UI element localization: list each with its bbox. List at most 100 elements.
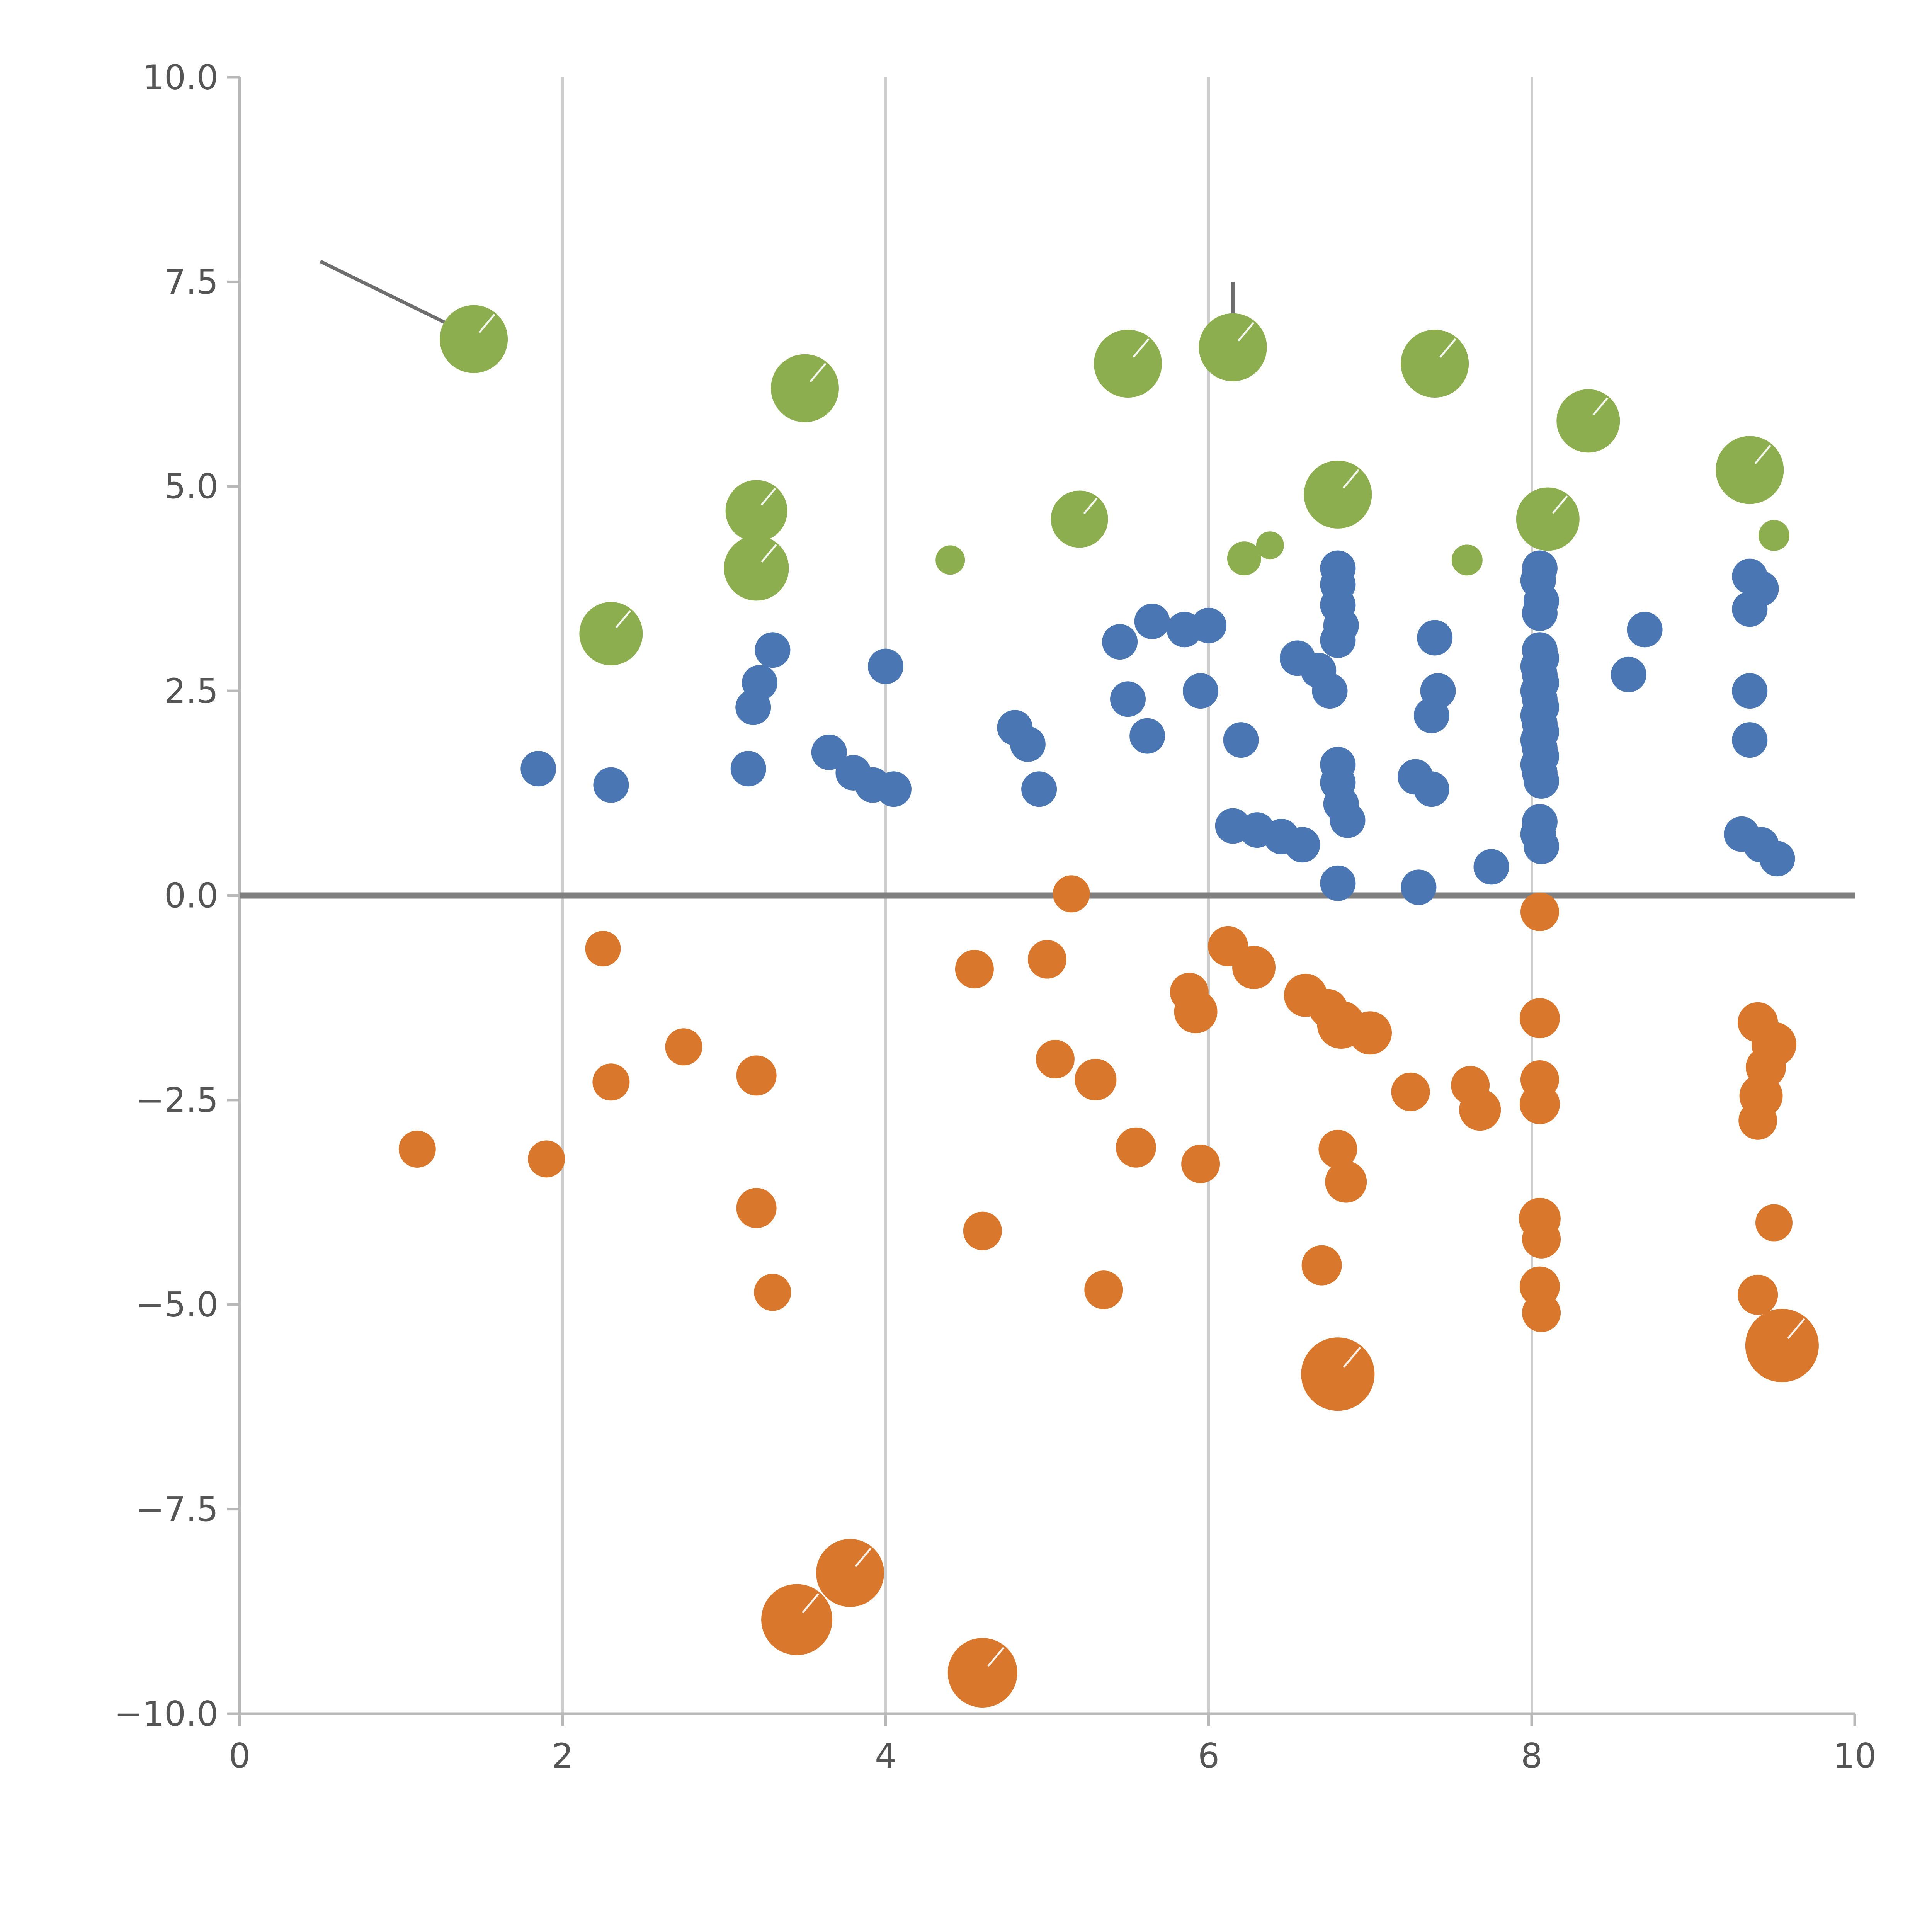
data-point-blue xyxy=(742,665,777,701)
x-tick-label: 2 xyxy=(552,1736,573,1776)
data-point-green xyxy=(935,545,965,575)
data-point-blue xyxy=(1473,849,1509,885)
y-tick-label: −2.5 xyxy=(136,1080,218,1120)
data-point-orange xyxy=(1738,1274,1778,1315)
data-point-orange xyxy=(1325,1161,1367,1203)
data-point-blue xyxy=(811,734,847,770)
data-point-blue xyxy=(1134,604,1170,639)
data-point-blue xyxy=(1102,624,1138,660)
data-point-green xyxy=(1227,541,1261,576)
data-point-orange xyxy=(1318,1129,1357,1168)
data-point-orange xyxy=(963,1211,1002,1250)
data-point-orange xyxy=(1301,1245,1342,1286)
data-point-blue xyxy=(1191,607,1226,643)
data-point-blue xyxy=(1010,726,1046,762)
data-point-blue xyxy=(1732,673,1768,709)
bubble-notch xyxy=(761,544,777,563)
data-point-orange xyxy=(1520,892,1559,931)
data-point-green xyxy=(1304,460,1372,529)
data-point-blue xyxy=(1417,620,1453,656)
data-point-orange xyxy=(754,1274,791,1311)
data-point-blue xyxy=(520,751,556,787)
bubble-notch xyxy=(615,610,631,628)
data-point-blue xyxy=(730,751,766,787)
data-point-green xyxy=(724,536,789,601)
data-point-orange xyxy=(1738,1101,1777,1140)
data-point-orange xyxy=(761,1584,833,1655)
data-point-orange xyxy=(1519,998,1560,1039)
bubble-notch xyxy=(1083,497,1098,514)
data-point-green xyxy=(1199,313,1267,381)
y-tick-label: 2.5 xyxy=(164,671,218,711)
data-point-orange xyxy=(1301,1337,1375,1411)
data-point-blue xyxy=(868,648,903,684)
data-point-orange xyxy=(1459,1089,1501,1131)
data-point-green xyxy=(579,602,643,665)
data-point-blue xyxy=(1183,673,1219,709)
data-point-green xyxy=(440,305,508,373)
data-point-blue xyxy=(1284,827,1320,863)
data-point-orange xyxy=(1174,990,1218,1034)
data-point-blue xyxy=(1413,771,1449,807)
bubble-notch xyxy=(1552,495,1568,514)
data-point-blue xyxy=(1320,622,1356,658)
data-point-orange xyxy=(1745,1309,1819,1383)
data-point-orange xyxy=(592,1063,630,1101)
bubble-notch xyxy=(478,313,495,333)
x-tick-label: 8 xyxy=(1521,1736,1543,1776)
data-point-orange xyxy=(947,1638,1017,1708)
data-point-green xyxy=(1451,544,1483,576)
bubble-notch xyxy=(1342,469,1360,489)
data-point-orange xyxy=(1391,1072,1430,1111)
data-point-orange xyxy=(1522,1293,1561,1332)
bubble-notch xyxy=(855,1548,872,1567)
x-tick-label: 4 xyxy=(875,1736,896,1776)
x-tick-label: 10 xyxy=(1833,1736,1876,1776)
data-point-orange xyxy=(1053,875,1090,913)
data-point-blue xyxy=(1524,763,1560,799)
data-point-blue xyxy=(1732,722,1768,758)
x-tick-label: 0 xyxy=(229,1736,250,1776)
data-point-blue xyxy=(1320,865,1356,901)
data-point-orange xyxy=(1036,1040,1075,1078)
data-point-blue xyxy=(1732,591,1768,627)
data-point-orange xyxy=(1349,1011,1392,1055)
data-point-green xyxy=(725,480,787,542)
data-point-blue xyxy=(1413,697,1449,733)
data-point-orange xyxy=(736,1055,777,1096)
data-point-green xyxy=(771,354,839,422)
y-tick-label: −10.0 xyxy=(114,1694,218,1734)
bubble-notch xyxy=(810,363,827,383)
data-point-green xyxy=(1094,330,1162,398)
data-point-orange xyxy=(736,1188,777,1228)
data-point-orange xyxy=(665,1028,702,1066)
data-point-orange xyxy=(1116,1127,1156,1168)
data-point-blue xyxy=(1759,841,1795,877)
data-point-orange xyxy=(1522,1219,1561,1259)
data-point-blue xyxy=(1021,771,1057,807)
x-tick-label: 6 xyxy=(1198,1736,1219,1776)
data-point-blue xyxy=(1129,718,1165,754)
data-point-blue xyxy=(1223,722,1259,758)
data-point-orange xyxy=(1232,946,1276,989)
y-tick-label: 7.5 xyxy=(164,262,218,302)
data-point-green xyxy=(1256,531,1284,560)
data-point-orange xyxy=(1181,1145,1220,1184)
y-tick-label: −5.0 xyxy=(136,1285,218,1325)
data-point-blue xyxy=(876,771,912,807)
bubble-notch xyxy=(1754,444,1771,464)
data-point-green xyxy=(1051,490,1108,548)
bubble-notch xyxy=(760,488,776,506)
bubble-notch xyxy=(1787,1318,1805,1339)
data-point-orange xyxy=(1084,1270,1123,1310)
data-point-blue xyxy=(1330,802,1366,838)
bubble-notch xyxy=(1592,397,1609,416)
data-point-green xyxy=(1556,389,1620,453)
y-tick-label: 10.0 xyxy=(143,58,218,97)
data-point-green xyxy=(1401,330,1469,398)
data-point-orange xyxy=(1075,1058,1117,1100)
bubble-notch xyxy=(801,1593,820,1614)
data-point-blue xyxy=(1401,869,1437,905)
bubble-notch xyxy=(987,1647,1005,1667)
